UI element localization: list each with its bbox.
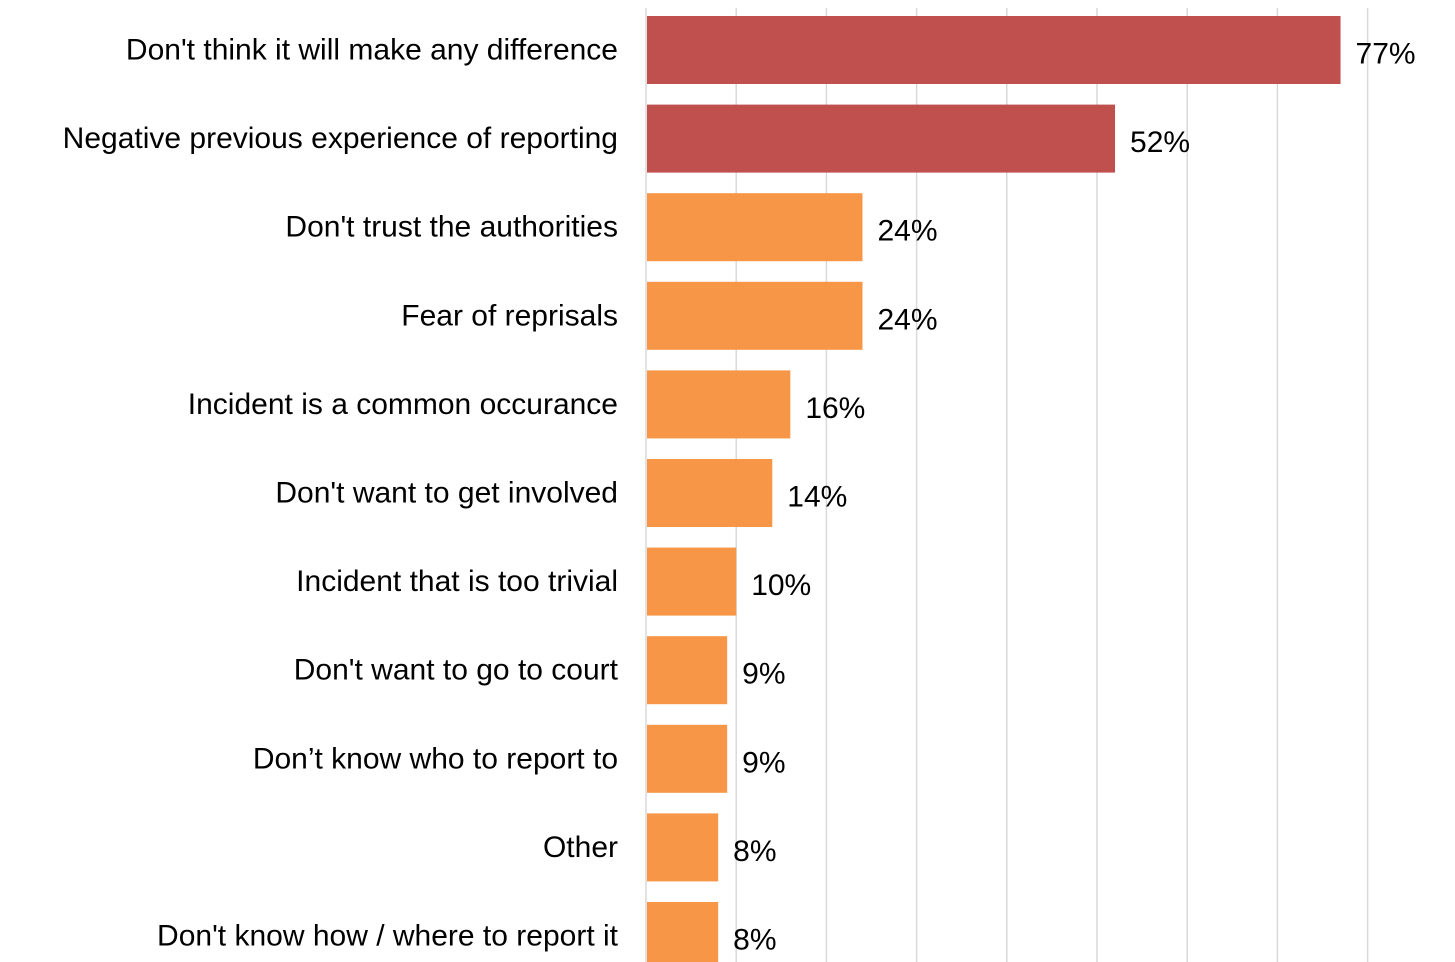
data-label: 9% — [742, 746, 785, 779]
bar — [647, 902, 719, 962]
category-label: Don't think it will make any difference — [126, 34, 618, 67]
category-label: Fear of reprisals — [401, 299, 618, 332]
category-label: Don’t know who to report to — [253, 742, 618, 775]
bar — [647, 281, 863, 350]
data-label: 8% — [733, 835, 776, 868]
category-labels: Don't think it will make any difference N… — [63, 34, 619, 953]
data-label: 9% — [742, 658, 785, 691]
bar — [647, 459, 773, 527]
category-label: Incident that is too trivial — [296, 565, 618, 598]
bar — [647, 104, 1116, 173]
data-label: 24% — [877, 215, 937, 248]
category-label: Don't want to get involved — [275, 477, 618, 510]
category-label: Don't want to go to court — [294, 654, 619, 687]
category-label: Negative previous experience of reportin… — [63, 122, 618, 155]
value-labels: 77% 52% 24% 24% 16% 14% 10% 9% 9% 8% 8% — [733, 38, 1415, 957]
bar — [647, 370, 791, 439]
data-label: 8% — [733, 924, 776, 957]
category-label: Other — [543, 831, 618, 864]
data-label: 16% — [805, 392, 865, 425]
bar — [647, 724, 728, 793]
bar — [647, 813, 719, 882]
data-label: 14% — [787, 481, 847, 514]
bar — [647, 193, 863, 262]
bar — [647, 636, 728, 705]
category-label: Don't trust the authorities — [285, 211, 618, 244]
data-label: 52% — [1130, 126, 1190, 159]
data-label: 10% — [751, 569, 811, 602]
data-label: 77% — [1356, 38, 1416, 71]
bar — [647, 16, 1341, 84]
category-label: Incident is a common occurance — [188, 388, 618, 421]
bar — [647, 547, 737, 616]
data-label: 24% — [877, 303, 937, 336]
category-label: Don't know how / where to report it — [157, 920, 619, 953]
bars — [647, 16, 1341, 962]
